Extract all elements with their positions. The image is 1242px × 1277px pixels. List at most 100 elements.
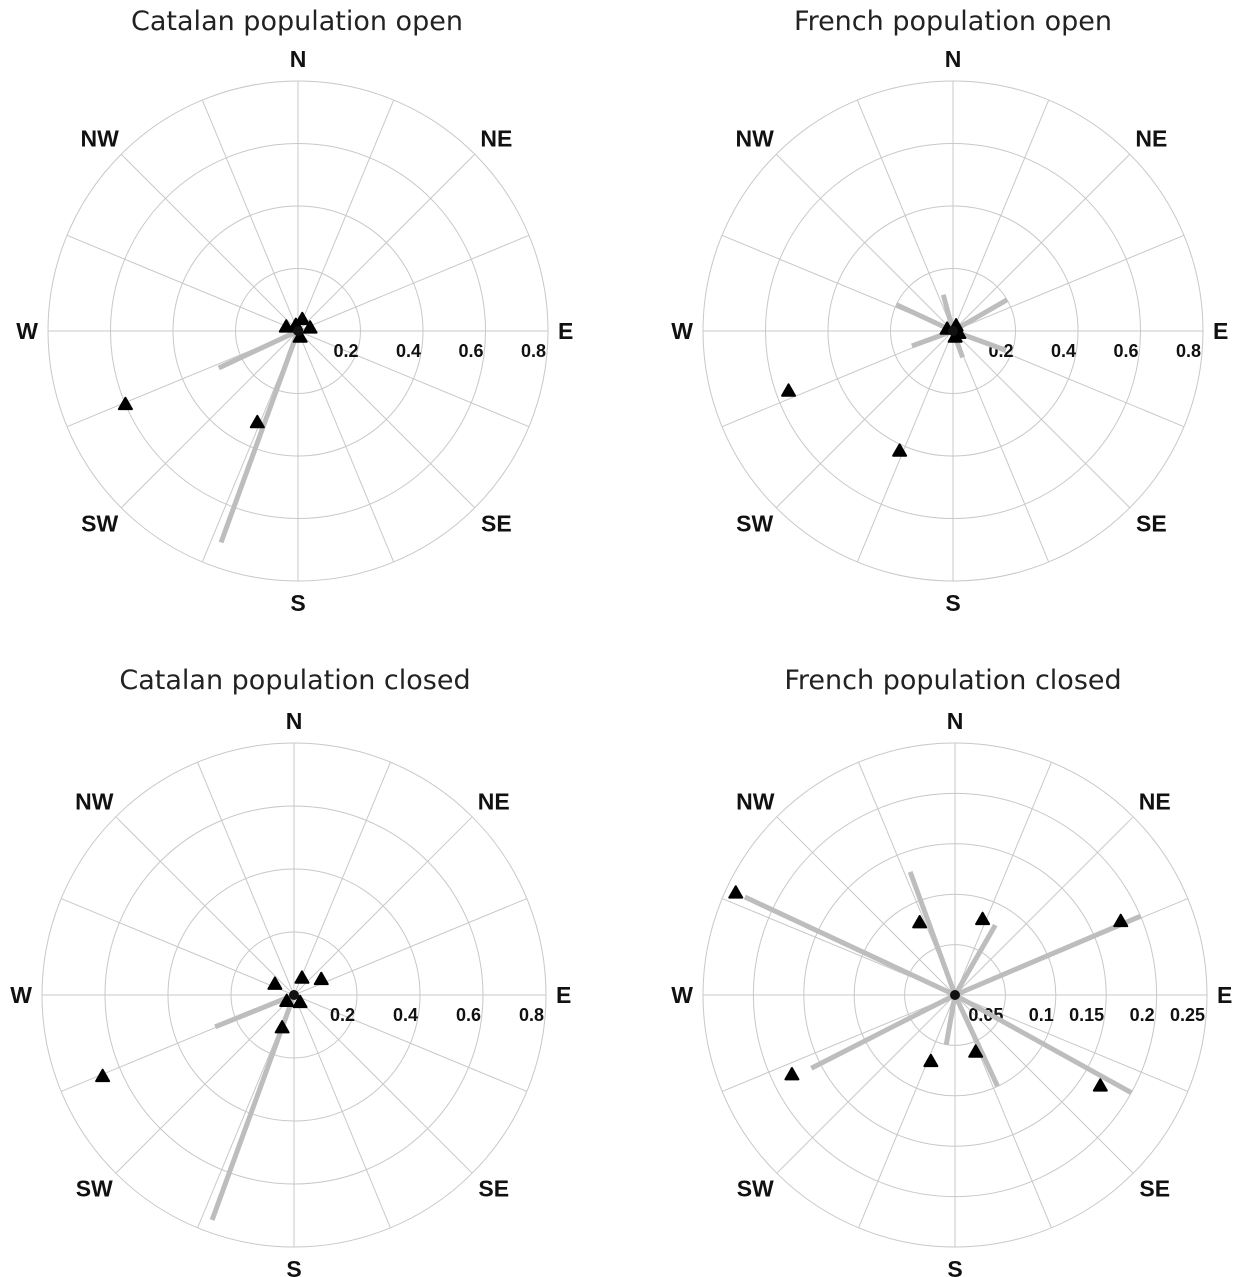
direction-label: E: [1213, 318, 1228, 344]
direction-label: E: [558, 318, 573, 344]
grid-spoke: [297, 153, 476, 332]
data-point-marker: [292, 994, 308, 1009]
radial-tick-label: 0.4: [1051, 341, 1076, 361]
data-point-marker: [1113, 913, 1129, 928]
radial-tick-label: 0.4: [393, 1005, 418, 1025]
data-point-marker: [294, 311, 310, 326]
grid-spoke: [954, 761, 1052, 996]
mean-vector: [940, 294, 956, 332]
data-point-marker: [302, 320, 318, 334]
data-point-marker: [923, 1053, 939, 1068]
grid-spoke: [858, 994, 956, 1229]
grid-spoke: [60, 898, 295, 996]
grid-spoke: [197, 761, 295, 996]
direction-label: SE: [481, 510, 512, 536]
grid-spoke: [297, 330, 530, 428]
direction-label: NE: [478, 788, 510, 814]
direction-label: SW: [736, 510, 773, 536]
direction-label: NW: [736, 126, 775, 152]
direction-label: SE: [1136, 510, 1167, 536]
data-point-marker: [728, 885, 744, 899]
radial-tick-label: 0.6: [1113, 341, 1138, 361]
direction-label: SW: [76, 1176, 113, 1202]
grid-spoke: [66, 234, 299, 332]
mean-vector: [214, 992, 295, 1030]
mean-vector: [810, 992, 957, 1071]
chart-panel-french-closed: French population closed N NE E SE S SW W NW 0.0…: [671, 665, 1232, 1277]
grid-spoke: [775, 330, 954, 509]
radial-tick-label: 0.2: [1130, 1005, 1155, 1025]
grid-spoke: [293, 994, 391, 1229]
grid-spoke: [954, 994, 1189, 1092]
grid-spoke: [293, 898, 528, 996]
mean-vector: [217, 328, 300, 371]
data-point-marker: [95, 1068, 111, 1083]
data-point-marker: [784, 1067, 800, 1081]
data-point-marker: [249, 414, 265, 429]
radial-tick-label: 0.6: [456, 1005, 481, 1025]
direction-label: W: [10, 982, 32, 1008]
center-hub: [950, 990, 960, 1000]
data-point-marker: [892, 443, 908, 457]
chart-panel-french-open: French population open NNEESESSWWNW0.20.…: [671, 6, 1228, 624]
mean-vector: [954, 913, 1142, 998]
radial-tick-label: 0.2: [330, 1005, 355, 1025]
grid-spoke: [120, 330, 299, 509]
chart-panel-catalan-closed: Catalan population closed N NE E SE S SW W NW 0.…: [10, 665, 571, 1277]
radial-tick-label: 0.8: [519, 1005, 544, 1025]
grid-spoke: [293, 994, 473, 1174]
chart-title: Catalan population open: [131, 6, 463, 37]
direction-label: S: [290, 590, 305, 616]
mean-vector: [743, 894, 957, 998]
grid-spoke: [952, 330, 1050, 563]
grid-spoke: [954, 816, 1134, 996]
grid-spoke: [293, 761, 391, 996]
radial-tick-label: 0.6: [458, 341, 483, 361]
direction-label: E: [1217, 982, 1232, 1008]
center-hub: [293, 326, 303, 336]
grid-spoke: [775, 153, 954, 332]
data-point-marker: [117, 396, 133, 411]
direction-label: NE: [480, 126, 512, 152]
direction-label: N: [290, 46, 307, 72]
direction-label: SE: [1139, 1176, 1170, 1202]
chart-title: French population open: [794, 6, 1112, 37]
grid-spoke: [952, 99, 1050, 332]
direction-label: N: [947, 708, 964, 734]
grid-spoke: [721, 994, 956, 1092]
grid-spoke: [293, 816, 473, 996]
direction-label: SE: [478, 1176, 509, 1202]
mean-vector: [907, 871, 958, 996]
direction-label: NW: [736, 788, 775, 814]
chart-title: French population closed: [784, 665, 1122, 696]
direction-label: NE: [1139, 788, 1171, 814]
data-point-marker: [968, 1044, 984, 1058]
direction-label: E: [556, 982, 571, 1008]
mean-vector: [218, 330, 301, 544]
data-point-marker: [781, 383, 797, 397]
grid-spoke: [856, 330, 954, 563]
data-point-marker: [294, 970, 310, 984]
data-point-marker: [947, 329, 963, 343]
mean-vector: [952, 993, 1000, 1088]
grid-spoke: [952, 153, 1131, 332]
data-point-marker: [912, 915, 928, 929]
radial-tick-label: 0.15: [1069, 1005, 1104, 1025]
mean-vector: [953, 992, 1133, 1095]
radial-tick-label: 0.25: [1170, 1005, 1205, 1025]
radial-tick-label: 0.4: [396, 341, 421, 361]
grid-spoke: [776, 994, 956, 1174]
direction-label: W: [671, 318, 693, 344]
direction-label: SW: [737, 1176, 774, 1202]
direction-label: N: [286, 708, 303, 734]
grid-spoke: [297, 234, 530, 332]
data-point-marker: [975, 911, 991, 926]
data-point-marker: [313, 971, 329, 986]
direction-label: NW: [81, 126, 120, 152]
grid-spoke: [952, 234, 1185, 332]
data-point-marker: [267, 976, 283, 990]
data-point-marker: [279, 993, 295, 1007]
